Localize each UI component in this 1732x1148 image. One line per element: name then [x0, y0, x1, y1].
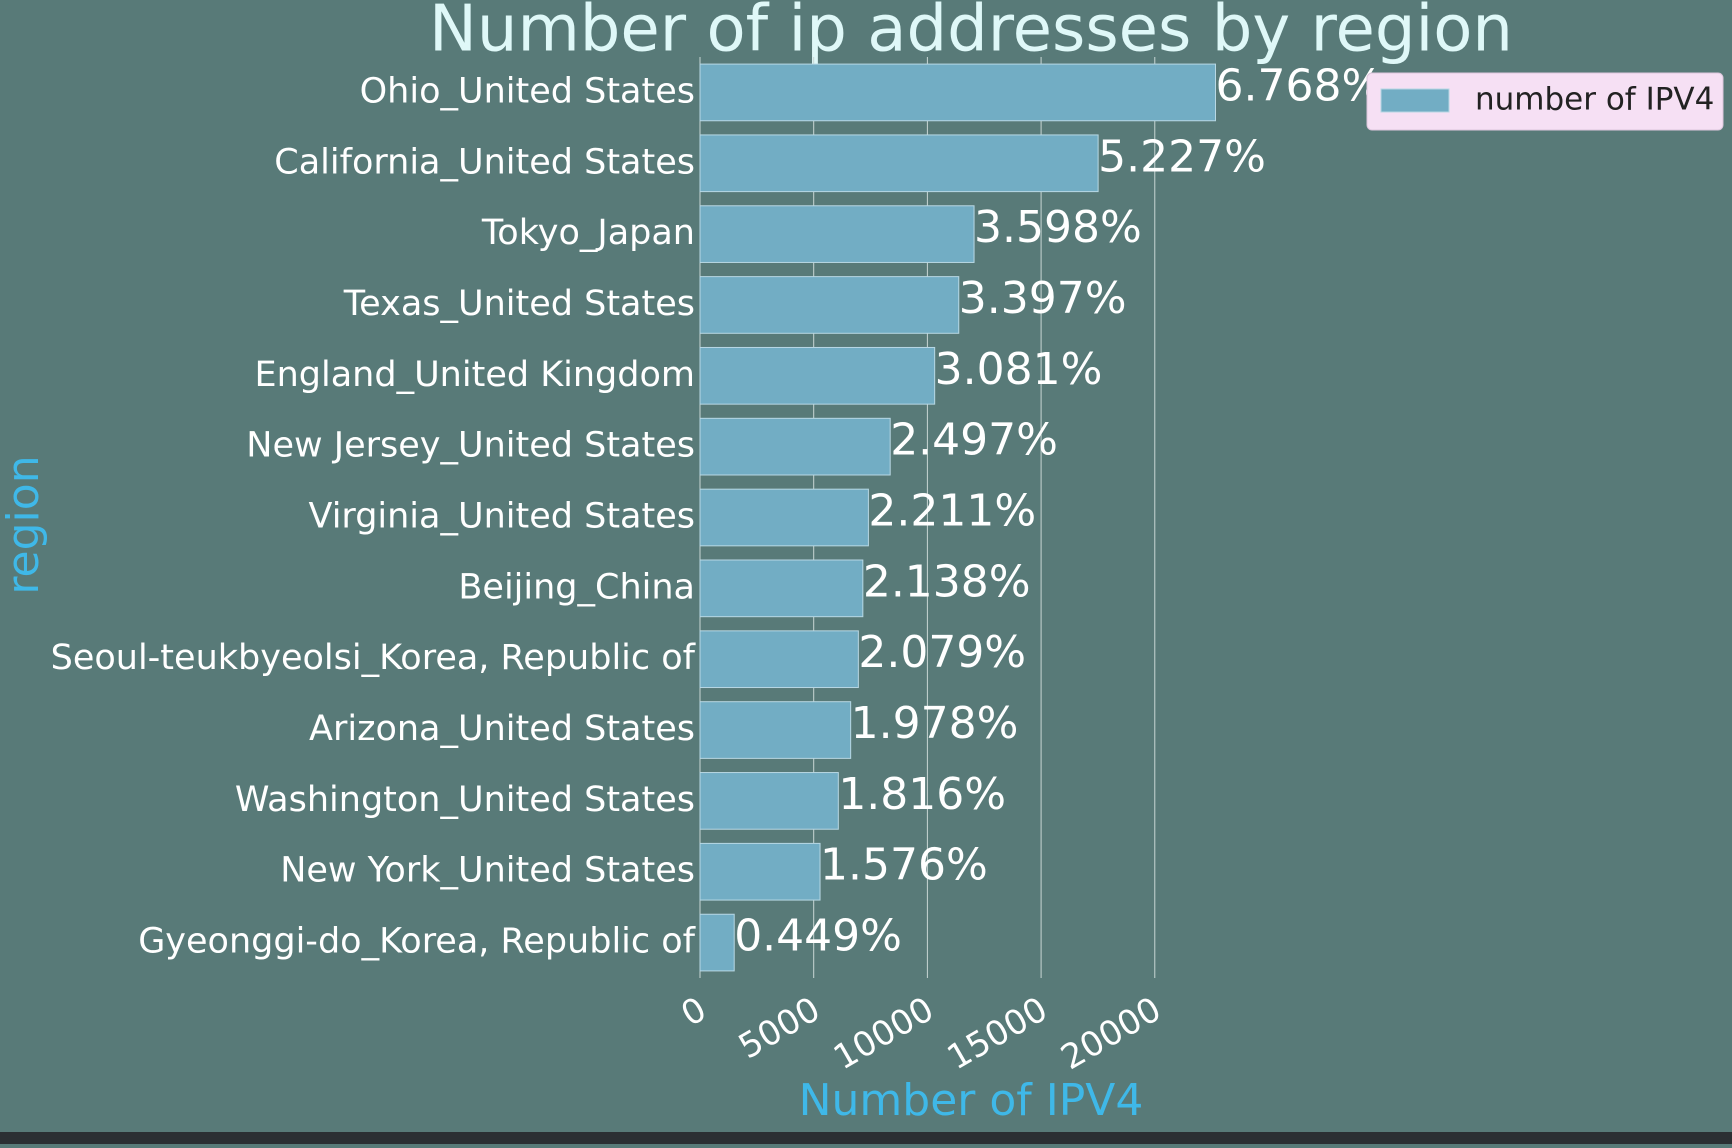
value-label: 2.497%: [890, 415, 1058, 466]
y-axis-label: region: [0, 455, 49, 594]
bar: [699, 559, 864, 618]
y-tick-label: Virginia_United States: [309, 497, 695, 537]
value-label: 5.227%: [1098, 131, 1266, 182]
bottom-strip: [0, 1132, 1732, 1144]
legend: number of IPV4: [1366, 72, 1724, 131]
y-tick-label: Beijing_China: [458, 567, 695, 607]
y-tick-label: Tokyo_Japan: [481, 213, 695, 253]
x-axis-label: Number of IPV4: [799, 1075, 1144, 1126]
x-tick-label: 20000: [1054, 989, 1168, 1078]
legend-box: [1366, 72, 1724, 131]
bar: [699, 417, 891, 476]
value-label: 1.576%: [820, 840, 988, 891]
chart-title: Number of ip addresses by region: [429, 0, 1513, 67]
bar: [699, 772, 839, 830]
bar: [699, 488, 869, 547]
bar: [699, 134, 1099, 193]
y-tick-label: Seoul-teukbyeolsi_Korea, Republic of: [51, 638, 696, 678]
value-label: 3.397%: [959, 273, 1127, 324]
value-label: 6.768%: [1215, 60, 1383, 111]
value-label: 2.138%: [863, 556, 1031, 607]
y-tick-label: Arizona_United States: [309, 709, 695, 749]
y-tick-label: California_United States: [274, 142, 695, 182]
x-tick-label: 0: [675, 989, 714, 1034]
y-tick-label: Texas_United States: [343, 284, 695, 324]
value-label: 1.816%: [838, 769, 1006, 820]
bar: [699, 913, 735, 972]
x-tick-label: 10000: [827, 989, 941, 1078]
value-label: 2.079%: [858, 627, 1026, 678]
y-tick-label: New York_United States: [280, 851, 695, 891]
bar: [699, 276, 960, 334]
bar: [699, 205, 975, 263]
value-label: 3.081%: [935, 344, 1103, 395]
bar: [699, 346, 936, 405]
y-tick-label: New Jersey_United States: [246, 426, 695, 466]
value-label: 3.598%: [974, 202, 1142, 253]
y-tick-label: Ohio_United States: [360, 71, 695, 111]
y-tick-label: England_United Kingdom: [254, 355, 695, 395]
legend-label: number of IPV4: [1475, 82, 1714, 118]
value-label: 0.449%: [734, 911, 902, 962]
bar: [699, 63, 1216, 122]
value-label: 1.978%: [851, 698, 1019, 749]
value-label: 2.211%: [868, 486, 1036, 537]
y-tick-label: Gyeonggi-do_Korea, Republic of: [138, 922, 695, 962]
y-tick-label: Washington_United States: [235, 780, 695, 820]
bar: [699, 842, 821, 901]
bar: [699, 630, 859, 689]
x-tick-label: 15000: [941, 989, 1055, 1078]
bar: [699, 701, 852, 759]
x-tick-label: 5000: [732, 989, 827, 1067]
legend-swatch: [1380, 88, 1450, 113]
